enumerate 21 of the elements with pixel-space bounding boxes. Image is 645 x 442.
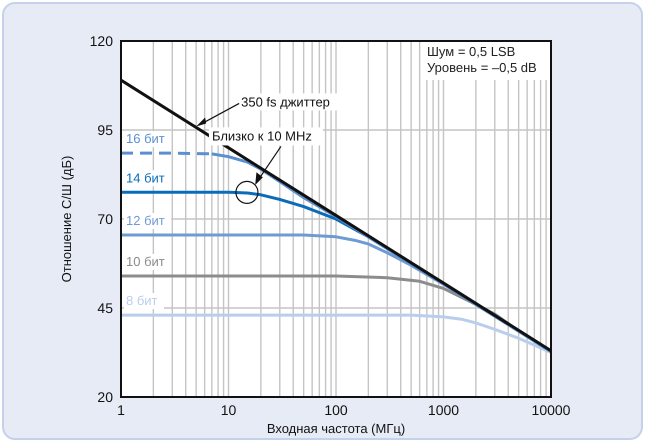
series-label: 10 бит — [126, 254, 165, 269]
y-tick-label: 20 — [97, 389, 114, 405]
x-tick-label: 100 — [324, 402, 348, 418]
series-label: 16 бит — [126, 131, 165, 146]
annotation: Уровень = –0,5 dB — [427, 60, 537, 75]
y-tick-label: 45 — [97, 300, 114, 316]
x-tick-label: 1 — [117, 402, 126, 418]
y-axis-title: Отношение С/Ш (дБ) — [59, 156, 74, 282]
annotation: Близко к 10 MHz — [212, 128, 312, 144]
x-tick-label: 10000 — [532, 402, 571, 418]
y-tick-label: 95 — [97, 122, 114, 138]
x-tick-label: 1000 — [428, 402, 460, 418]
series-label: 8 бит — [126, 293, 158, 308]
annotation: 350 fs джиттер — [241, 94, 330, 110]
series-label: 14 бит — [126, 170, 165, 186]
annotation: Шум = 0,5 LSB — [427, 44, 516, 59]
x-axis-title: Входная частота (МГц) — [266, 421, 406, 436]
y-tick-label: 70 — [97, 211, 114, 227]
x-tick-label: 10 — [220, 402, 236, 418]
y-tick-label: 120 — [90, 33, 114, 49]
series-label: 12 бит — [126, 213, 165, 228]
